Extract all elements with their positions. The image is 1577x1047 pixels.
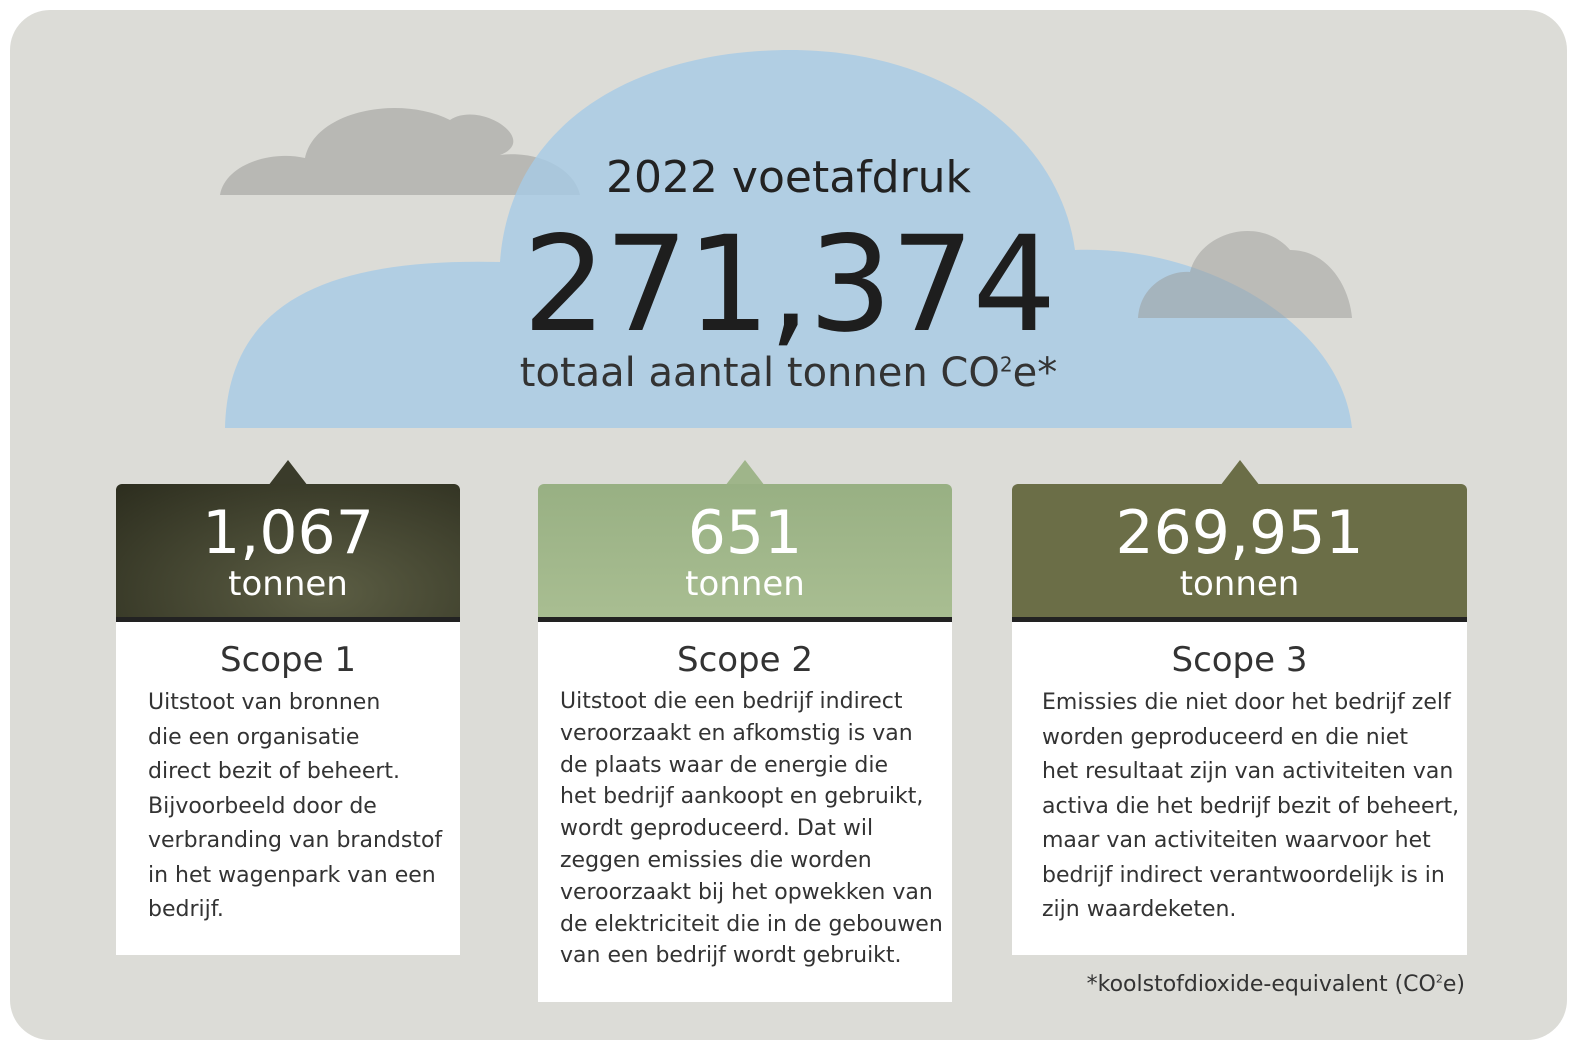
description-line: in het wagenpark van een [148, 859, 460, 894]
description-line: veroorzaakt en afkomstig is van [560, 718, 952, 750]
description-line: maar van activiteiten waarvoor het [1042, 824, 1467, 859]
footnote-suffix: e) [1443, 972, 1465, 997]
description-line: direct bezit of beheert. [148, 755, 460, 790]
description-line: activa die het bedrijf bezit of beheert, [1042, 790, 1467, 825]
scope-title: Scope 3 [1012, 640, 1467, 680]
scope-card: Scope 3 Emissies die niet door het bedri… [1012, 617, 1467, 955]
pointer [1220, 460, 1260, 486]
pointer [725, 460, 765, 486]
scope-title: Scope 1 [116, 640, 460, 680]
title: 2022 voetafdruk [0, 152, 1577, 203]
footnote-sup: 2 [1436, 973, 1443, 986]
description-line: worden geproduceerd en die niet [1042, 721, 1467, 756]
unit-sup: 2 [1000, 353, 1013, 377]
description-line: bedrijf. [148, 893, 460, 928]
description-line: de plaats waar de energie die [560, 750, 952, 782]
scope-card: Scope 2 Uitstoot die een bedrijf indirec… [538, 617, 952, 1002]
description-line: zijn waardeketen. [1042, 893, 1467, 928]
description-line: Bijvoorbeeld door de [148, 790, 460, 825]
footnote: *koolstofdioxide-equivalent (CO2e) [1087, 972, 1465, 997]
description-line: wordt geproduceerd. Dat wil [560, 813, 952, 845]
total-unit: totaal aantal tonnen CO2e* [0, 350, 1577, 396]
pointer [268, 460, 308, 486]
scope-unit: tonnen [1012, 566, 1467, 602]
scope-value: 1,067 [116, 500, 460, 566]
description-line: Uitstoot van bronnen [148, 686, 460, 721]
description-line: het bedrijf aankoopt en gebruikt, [560, 781, 952, 813]
scope-value: 269,951 [1012, 500, 1467, 566]
description-line: van een bedrijf wordt gebruikt. [560, 940, 952, 972]
description-line: veroorzaakt bij het opwekken van [560, 877, 952, 909]
description-line: zeggen emissies die worden [560, 845, 952, 877]
scope-unit: tonnen [538, 566, 952, 602]
description-line: die een organisatie [148, 721, 460, 756]
description-line: Uitstoot die een bedrijf indirect [560, 686, 952, 718]
description-line: het resultaat zijn van activiteiten van [1042, 755, 1467, 790]
total: 271,374 [0, 208, 1577, 362]
scope-title: Scope 2 [538, 640, 952, 680]
scope-unit: tonnen [116, 566, 460, 602]
description-line: bedrijf indirect verantwoordelijk is in [1042, 859, 1467, 894]
description-line: de elektriciteit die in de gebouwen [560, 909, 952, 941]
description-line: verbranding van brandstof [148, 824, 460, 859]
unit-suffix: e* [1013, 350, 1058, 396]
unit-text: totaal aantal tonnen CO [520, 350, 1000, 396]
footnote-text: *koolstofdioxide-equivalent (CO [1087, 972, 1436, 997]
scope-value: 651 [538, 500, 952, 566]
description-line: Emissies die niet door het bedrijf zelf [1042, 686, 1467, 721]
